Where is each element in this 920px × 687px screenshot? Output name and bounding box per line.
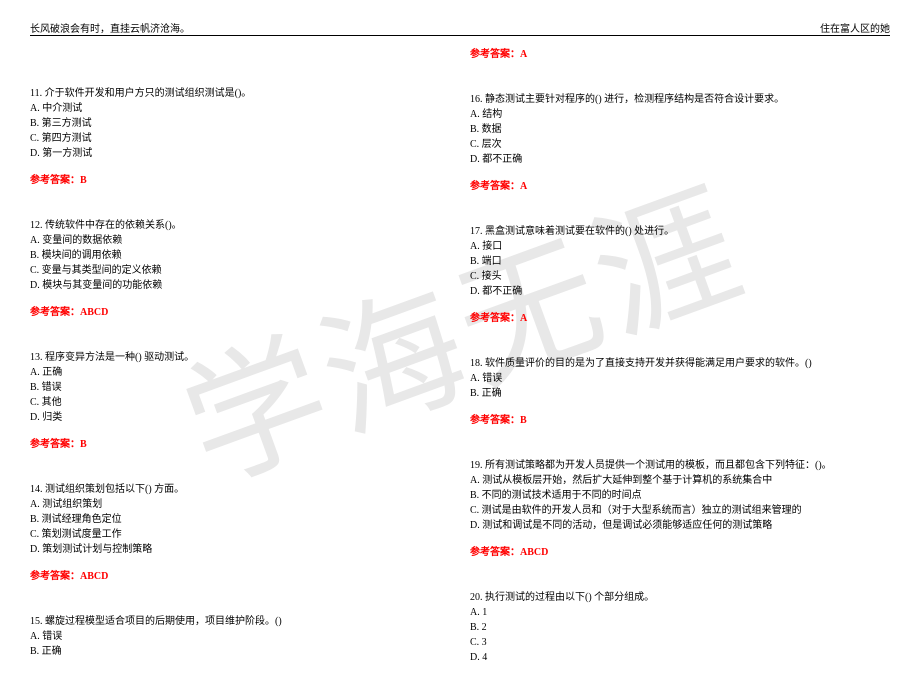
question-text: 19. 所有测试策略都为开发人员提供一个测试用的模板，而且都包含下列特征：()。 bbox=[470, 458, 870, 473]
option-item: A. 测试从模板层开始，然后扩大延伸到整个基于计算机的系统集合中 bbox=[470, 473, 870, 488]
option-item: B. 端口 bbox=[470, 254, 870, 269]
option-item: A. 测试组织策划 bbox=[30, 497, 430, 512]
option-item: D. 4 bbox=[470, 650, 870, 665]
option-item: B. 正确 bbox=[30, 644, 430, 659]
option-item: B. 正确 bbox=[470, 386, 870, 401]
question-text: 15. 螺旋过程模型适合项目的后期使用，项目维护阶段。() bbox=[30, 614, 430, 629]
option-item: A. 中介测试 bbox=[30, 101, 430, 116]
question-text: 20. 执行测试的过程由以下() 个部分组成。 bbox=[470, 590, 870, 605]
option-item: C. 变量与其类型间的定义依赖 bbox=[30, 263, 430, 278]
question-block: 13. 程序变异方法是一种() 驱动测试。 A. 正确 B. 错误 C. 其他 … bbox=[30, 350, 430, 450]
option-item: B. 模块间的调用依赖 bbox=[30, 248, 430, 263]
question-block: 14. 测试组织策划包括以下() 方面。 A. 测试组织策划 B. 测试经理角色… bbox=[30, 482, 430, 582]
option-item: A. 错误 bbox=[30, 629, 430, 644]
answer-text: 参考答案：B bbox=[30, 171, 430, 186]
option-item: A. 结构 bbox=[470, 107, 870, 122]
question-block: 15. 螺旋过程模型适合项目的后期使用，项目维护阶段。() A. 错误 B. 正… bbox=[30, 614, 430, 659]
question-block: 11. 介于软件开发和用户方只的测试组织测试是()。 A. 中介测试 B. 第三… bbox=[30, 86, 430, 186]
answer-text: 参考答案：ABCD bbox=[30, 303, 430, 318]
left-column: 11. 介于软件开发和用户方只的测试组织测试是()。 A. 中介测试 B. 第三… bbox=[30, 86, 430, 681]
answer-text: 参考答案：ABCD bbox=[470, 543, 870, 558]
header-divider bbox=[30, 35, 890, 36]
option-item: C. 测试是由软件的开发人员和（对于大型系统而言）独立的测试组来管理的 bbox=[470, 503, 870, 518]
option-item: A. 错误 bbox=[470, 371, 870, 386]
option-item: D. 测试和调试是不同的活动，但是调试必须能够适应任何的测试策略 bbox=[470, 518, 870, 533]
option-item: C. 接头 bbox=[470, 269, 870, 284]
answer-text: 参考答案：B bbox=[470, 411, 870, 426]
question-block: 19. 所有测试策略都为开发人员提供一个测试用的模板，而且都包含下列特征：()。… bbox=[470, 458, 870, 558]
header-quote-right: 住在富人区的她 bbox=[820, 20, 890, 35]
option-item: A. 1 bbox=[470, 605, 870, 620]
option-item: D. 归类 bbox=[30, 410, 430, 425]
option-item: D. 策划测试计划与控制策略 bbox=[30, 542, 430, 557]
option-item: D. 都不正确 bbox=[470, 152, 870, 167]
answer-text: 参考答案：A bbox=[470, 309, 870, 324]
question-text: 17. 黑盒测试意味着测试要在软件的() 处进行。 bbox=[470, 224, 870, 239]
answer-text: 参考答案：ABCD bbox=[30, 567, 430, 582]
answer-text: 参考答案：B bbox=[30, 435, 430, 450]
option-item: B. 2 bbox=[470, 620, 870, 635]
option-item: B. 第三方测试 bbox=[30, 116, 430, 131]
answer-text: 参考答案：A bbox=[470, 177, 870, 192]
question-block: 20. 执行测试的过程由以下() 个部分组成。 A. 1 B. 2 C. 3 D… bbox=[470, 590, 870, 665]
question-block: 17. 黑盒测试意味着测试要在软件的() 处进行。 A. 接口 B. 端口 C.… bbox=[470, 224, 870, 324]
option-item: A. 接口 bbox=[470, 239, 870, 254]
question-block: 12. 传统软件中存在的依赖关系()。 A. 变量间的数据依赖 B. 模块间的调… bbox=[30, 218, 430, 318]
option-item: D. 第一方测试 bbox=[30, 146, 430, 161]
question-block: 16. 静态测试主要针对程序的() 进行，检测程序结构是否符合设计要求。 A. … bbox=[470, 92, 870, 192]
option-item: C. 策划测试度量工作 bbox=[30, 527, 430, 542]
option-item: B. 错误 bbox=[30, 380, 430, 395]
right-column: 参考答案：A 16. 静态测试主要针对程序的() 进行，检测程序结构是否符合设计… bbox=[470, 45, 870, 687]
header-quote-left: 长风破浪会有时，直挂云帆济沧海。 bbox=[30, 20, 190, 35]
option-item: A. 变量间的数据依赖 bbox=[30, 233, 430, 248]
question-block: 参考答案：A bbox=[470, 45, 870, 60]
option-item: B. 不同的测试技术适用于不同的时间点 bbox=[470, 488, 870, 503]
answer-text: 参考答案：A bbox=[470, 45, 870, 60]
question-text: 13. 程序变异方法是一种() 驱动测试。 bbox=[30, 350, 430, 365]
question-text: 12. 传统软件中存在的依赖关系()。 bbox=[30, 218, 430, 233]
question-text: 11. 介于软件开发和用户方只的测试组织测试是()。 bbox=[30, 86, 430, 101]
question-text: 18. 软件质量评价的目的是为了直接支持开发并获得能满足用户要求的软件。() bbox=[470, 356, 870, 371]
question-block: 18. 软件质量评价的目的是为了直接支持开发并获得能满足用户要求的软件。() A… bbox=[470, 356, 870, 426]
question-text: 16. 静态测试主要针对程序的() 进行，检测程序结构是否符合设计要求。 bbox=[470, 92, 870, 107]
option-item: B. 测试经理角色定位 bbox=[30, 512, 430, 527]
option-item: C. 其他 bbox=[30, 395, 430, 410]
option-item: C. 第四方测试 bbox=[30, 131, 430, 146]
option-item: A. 正确 bbox=[30, 365, 430, 380]
option-item: C. 层次 bbox=[470, 137, 870, 152]
option-item: D. 模块与其变量间的功能依赖 bbox=[30, 278, 430, 293]
option-item: B. 数据 bbox=[470, 122, 870, 137]
option-item: D. 都不正确 bbox=[470, 284, 870, 299]
option-item: C. 3 bbox=[470, 635, 870, 650]
question-text: 14. 测试组织策划包括以下() 方面。 bbox=[30, 482, 430, 497]
